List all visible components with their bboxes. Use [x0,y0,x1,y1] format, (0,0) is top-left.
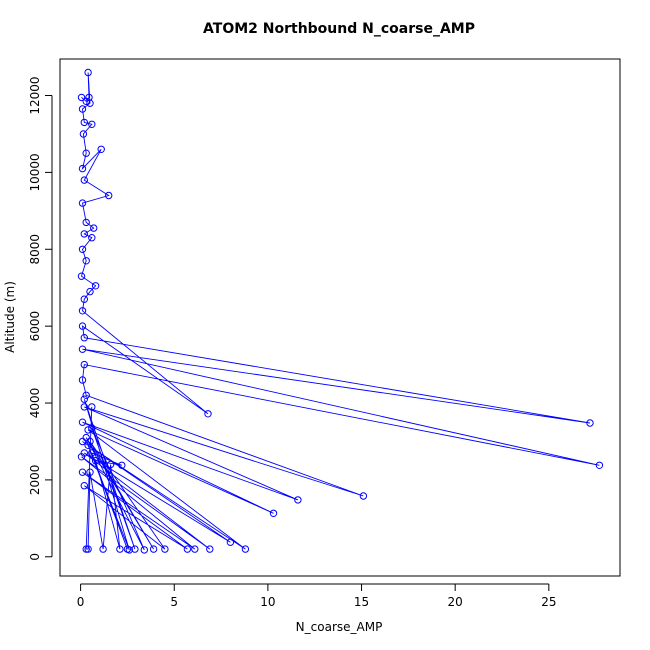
data-point [82,391,90,399]
data-point [88,403,96,411]
data-point [84,426,92,434]
y-tick-label: 0 [28,553,42,561]
data-point [118,461,126,469]
data-point [80,334,89,342]
data-point [78,322,87,330]
data-point [123,545,132,553]
chart-title: ATOM2 Northbound N_coarse_AMP [203,21,475,37]
data-point [78,199,87,207]
x-tick-label: 15 [354,595,369,609]
data-point [78,468,87,476]
data-point [78,307,87,315]
y-tick-label: 12000 [28,76,42,114]
data-point [86,99,94,107]
x-tick-label: 10 [260,595,275,609]
data-point [80,295,89,303]
data-point [78,345,87,353]
data-point [80,176,89,184]
data-point [82,218,90,227]
y-tick-label: 4000 [28,388,42,419]
data-point [78,437,87,446]
data-point [80,395,89,403]
data-point [78,164,87,173]
x-tick-label: 20 [448,595,463,609]
data-point [82,545,90,553]
data-point [78,376,87,384]
data-point [79,130,88,138]
data-point [226,538,235,546]
data-point [77,93,86,102]
data-point [131,545,139,553]
data-point [88,120,96,129]
series-lines [80,72,600,551]
data-point [80,482,89,490]
data-point [80,360,89,369]
data-point [191,545,199,553]
data-point [105,191,113,200]
data-point [97,145,105,154]
x-axis: 0 5 10 15 20 25 [77,583,556,609]
data-point [88,449,96,457]
y-tick-label: 10000 [28,153,42,191]
data-point [149,545,158,553]
x-tick-label: 5 [170,595,178,609]
data-point [86,437,94,446]
series-line [80,72,600,551]
data-point [204,410,212,418]
plot-frame [59,58,621,577]
x-tick-label: 0 [77,595,85,609]
x-tick-label: 25 [541,595,556,609]
data-point [84,441,92,449]
data-point [80,118,89,127]
y-tick-label: 6000 [28,311,42,342]
data-point [90,224,98,232]
data-point [80,403,89,411]
y-axis: 0 2000 4000 6000 8000 10000 12000 [28,76,53,561]
data-point [86,468,94,476]
data-point [77,272,86,280]
data-point [77,453,86,461]
data-point [78,105,87,113]
data-point [86,287,94,296]
data-point [78,418,87,426]
data-point [586,419,594,427]
data-point [161,545,169,553]
y-axis-label: Altitude (m) [3,281,17,353]
data-point [140,546,149,554]
data-point [88,234,96,242]
data-point [80,230,89,238]
y-tick-label: 8000 [28,234,42,265]
data-point [88,424,96,432]
x-axis-label: N_coarse_AMP [296,620,383,634]
data-point [91,457,100,465]
data-point [91,282,100,290]
data-point [82,149,90,157]
data-point [116,545,124,553]
data-point [99,545,107,553]
data-point [78,245,87,254]
data-point [359,492,368,500]
data-point [84,68,92,77]
data-point [183,545,192,553]
data-point [294,496,302,504]
data-point [82,257,90,265]
data-point [84,545,92,553]
data-point [206,545,214,553]
data-point [82,433,90,442]
y-tick-label: 2000 [28,465,42,496]
data-point [269,509,278,517]
data-point [241,545,250,553]
data-point [595,461,604,469]
data-point [106,460,115,469]
series-points [77,68,604,554]
